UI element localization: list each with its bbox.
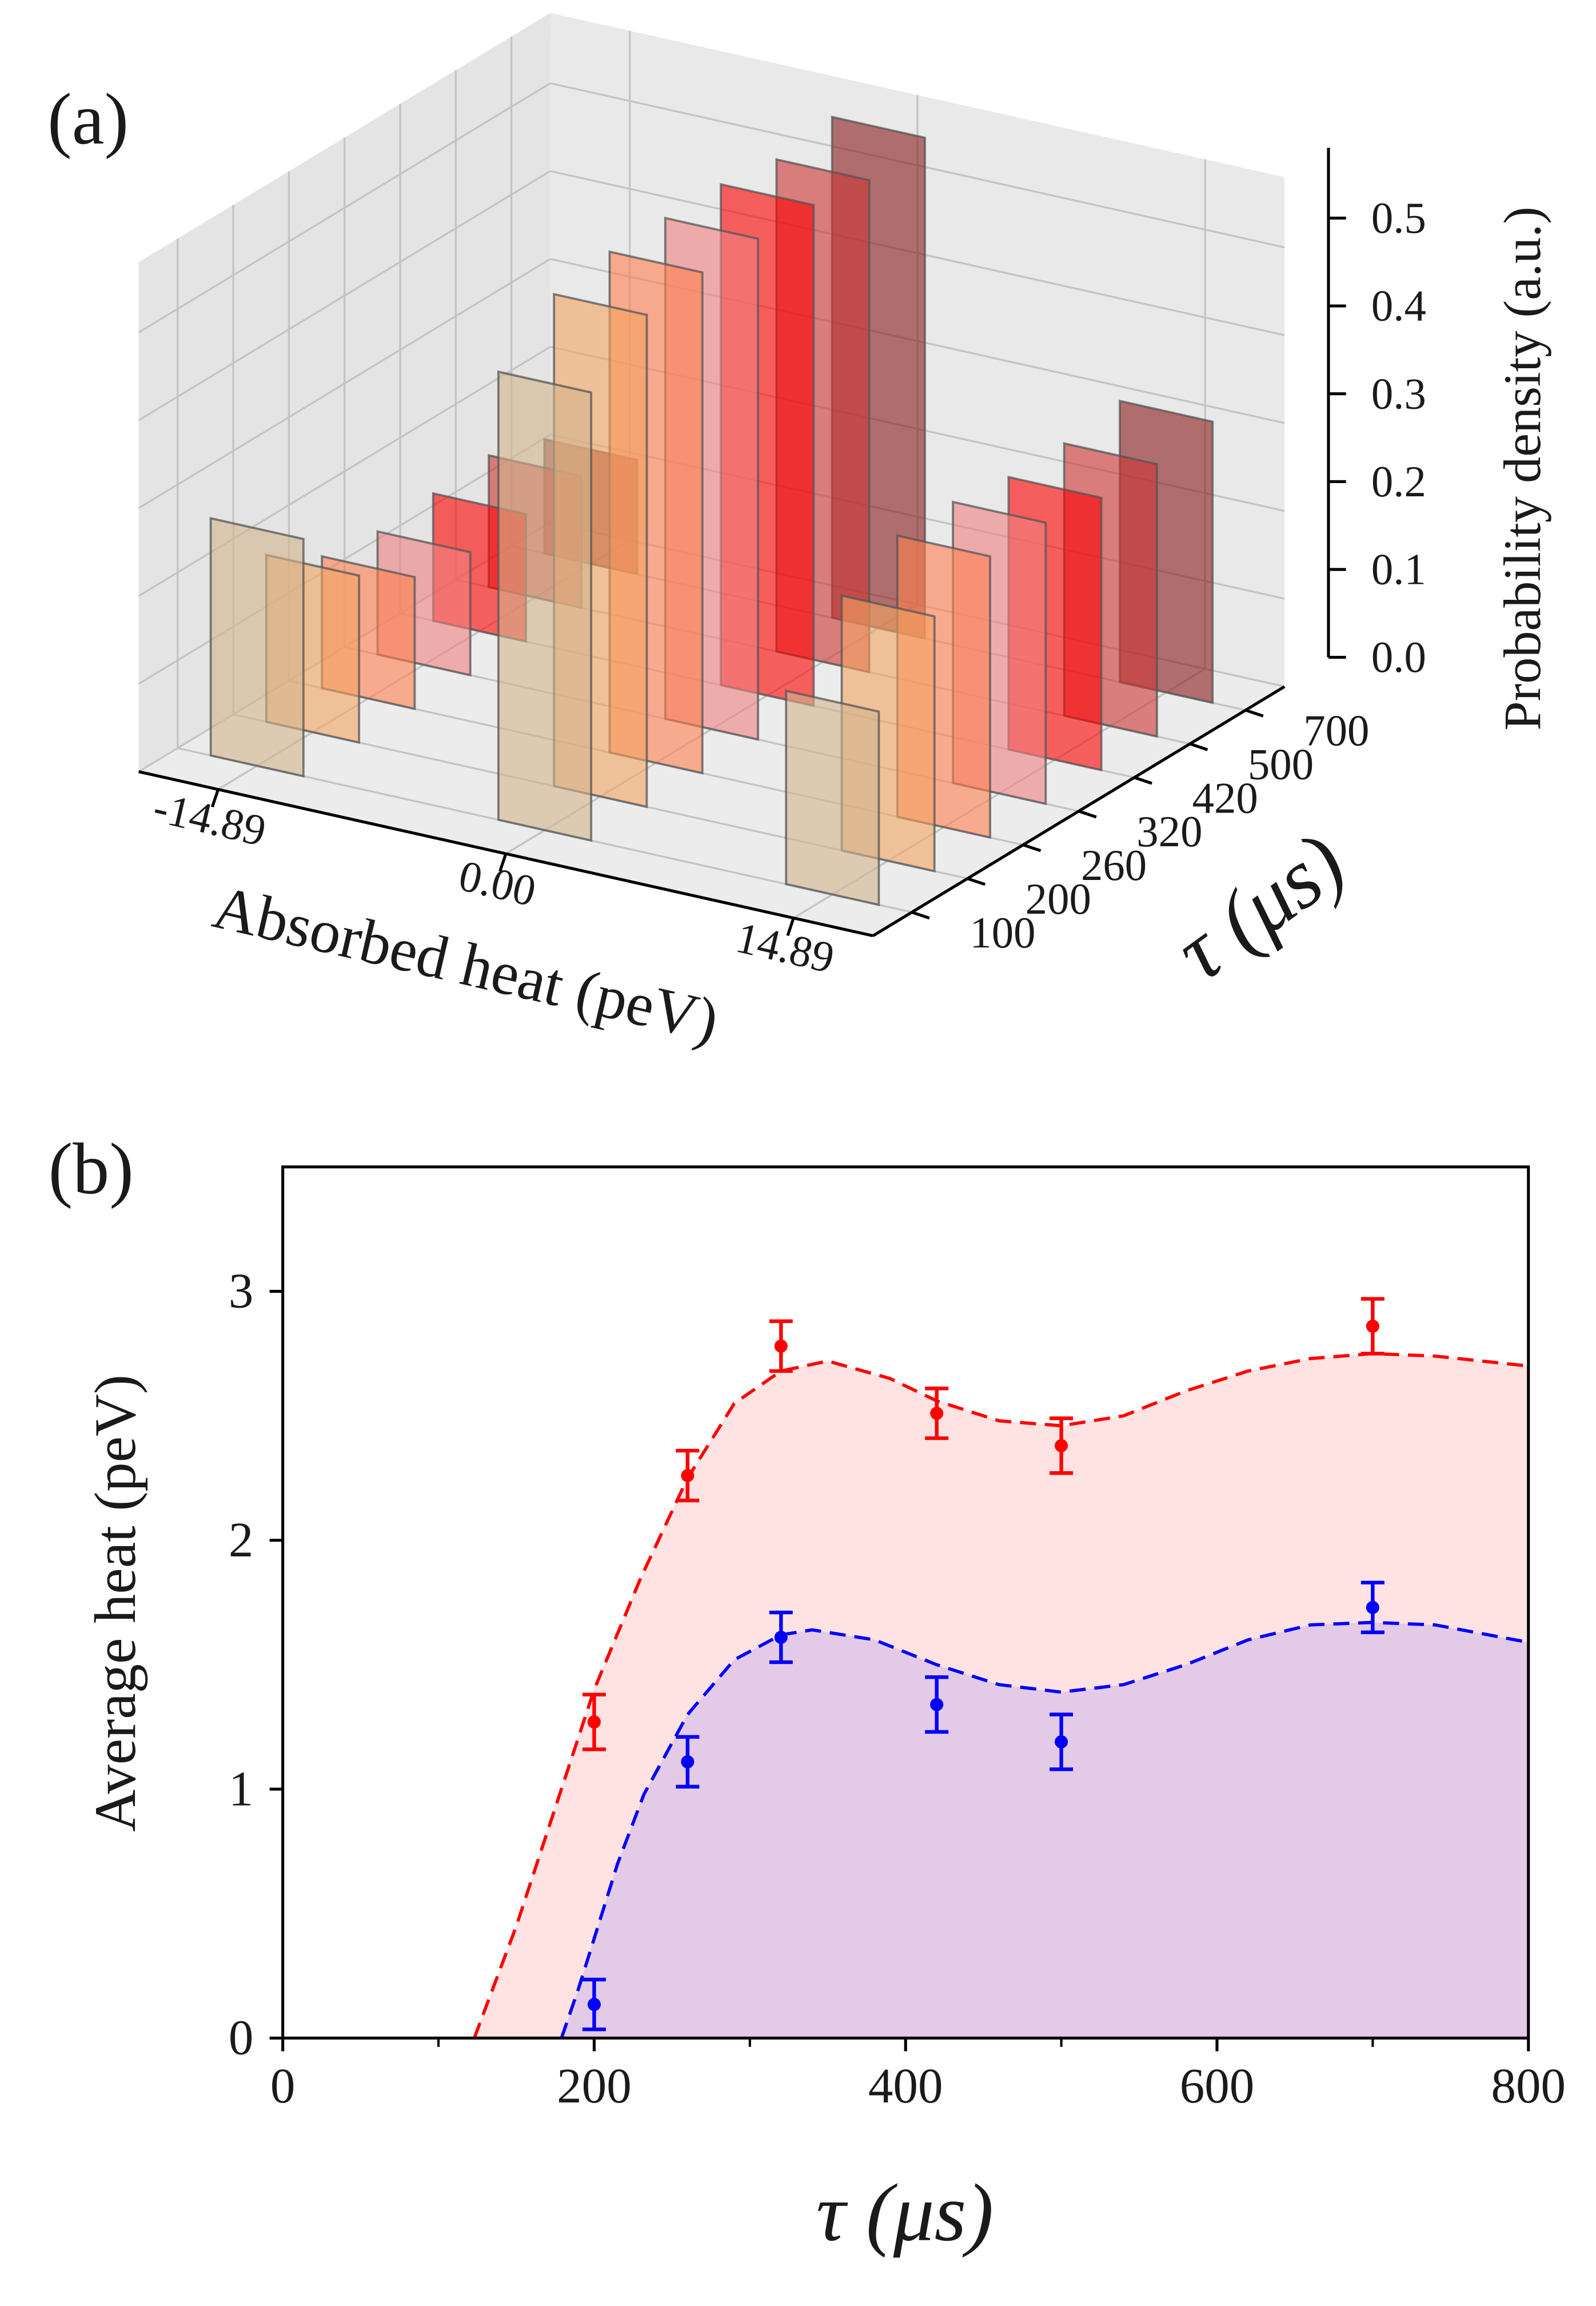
plot-area [473, 1352, 1529, 2038]
tick-mark [967, 877, 986, 886]
grid-line [138, 258, 551, 509]
y-tick-label: 1 [229, 1761, 254, 1816]
panel-label: (b) [49, 1128, 134, 1209]
y-tick-label: 320 [1136, 807, 1202, 856]
y-tick-label: 3 [229, 1263, 254, 1319]
x-tick-label: 800 [1491, 2058, 1566, 2113]
x-tick-label: 0.00 [454, 851, 540, 916]
grid-line [138, 433, 551, 685]
data-point [681, 1469, 695, 1483]
fit-line [560, 1620, 1529, 2038]
y-tick-label: 500 [1248, 740, 1314, 788]
z-axis-label: Probability density (a.u.) [1493, 206, 1551, 730]
area-fill [474, 1353, 1529, 2038]
panel-label: (a) [47, 78, 129, 160]
z-tick-label: 0.1 [1371, 545, 1426, 594]
data-point [1055, 1735, 1068, 1749]
x-tick-label: 400 [868, 2058, 943, 2113]
tick-mark [786, 917, 795, 937]
y-tick-label: 100 [969, 909, 1035, 957]
data-point [681, 1755, 695, 1769]
tick-mark [498, 853, 508, 872]
data-point [1366, 1600, 1379, 1614]
y-tick-label: 700 [1303, 706, 1369, 755]
z-tick-label: 0.5 [1371, 194, 1426, 242]
z-tick-label: 0.3 [1371, 369, 1426, 418]
y-tick-label: 260 [1081, 841, 1147, 890]
data-point [774, 1339, 788, 1353]
data-point [587, 1998, 601, 2012]
data-point [587, 1715, 601, 1729]
y-tick-label: 200 [1026, 875, 1091, 923]
tick-mark [1134, 776, 1152, 785]
y-tick-label: 420 [1192, 774, 1258, 822]
bar [209, 517, 305, 778]
y-tick-label: 2 [229, 1512, 254, 1567]
x-tick-label: 0 [270, 2058, 296, 2113]
grid-line [138, 82, 551, 333]
data-point [930, 1698, 944, 1711]
z-tick-label: 0.0 [1371, 633, 1426, 682]
tick-mark [911, 910, 930, 920]
x-tick-label: 600 [1180, 2058, 1255, 2113]
y-axis-label: Average heat (peV) [83, 1375, 148, 1832]
z-tick-label: 0.2 [1371, 457, 1426, 506]
x-axis-label: τ (μs) [816, 2168, 993, 2259]
tick-mark [1245, 708, 1264, 718]
z-tick-label: 0.4 [1371, 282, 1426, 330]
data-point [1055, 1439, 1068, 1452]
grid-line [138, 346, 551, 597]
tick-mark [1189, 742, 1208, 751]
area-fill [561, 1622, 1529, 2038]
data-point [774, 1631, 788, 1644]
data-point [1366, 1319, 1379, 1333]
bar [785, 689, 880, 906]
grid-line [138, 170, 551, 421]
bar [497, 370, 593, 842]
y-tick-label: 0 [229, 2010, 254, 2065]
tick-mark [1078, 810, 1097, 819]
x-tick-label: 200 [557, 2058, 632, 2113]
tick-mark [210, 788, 220, 808]
data-point [930, 1407, 944, 1420]
tick-mark [1023, 843, 1042, 853]
